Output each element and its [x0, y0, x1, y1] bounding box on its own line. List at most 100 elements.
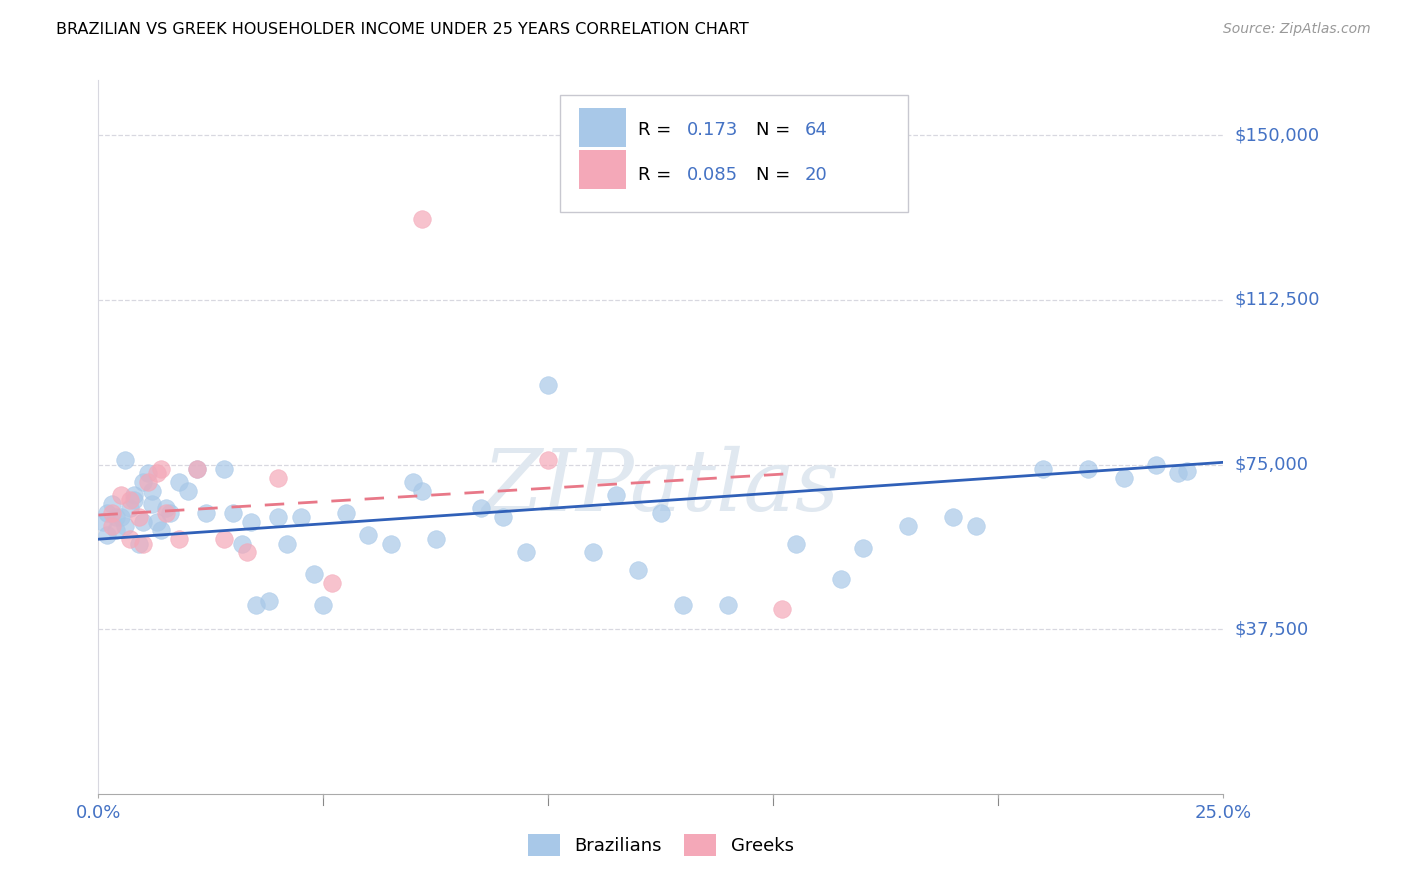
Point — [124, 488, 146, 502]
Point — [136, 475, 159, 489]
FancyBboxPatch shape — [560, 95, 908, 212]
Text: Source: ZipAtlas.com: Source: ZipAtlas.com — [1223, 22, 1371, 37]
Point — [136, 467, 159, 481]
Point — [425, 532, 447, 546]
Point — [304, 567, 326, 582]
Point — [91, 515, 114, 529]
Point — [214, 462, 236, 476]
Text: ZIPatlas: ZIPatlas — [482, 446, 839, 528]
Point — [110, 510, 132, 524]
Point — [222, 506, 245, 520]
Point — [214, 532, 236, 546]
Point — [402, 475, 425, 489]
Point — [1032, 462, 1054, 476]
Point — [169, 475, 191, 489]
Text: R =: R = — [638, 166, 678, 184]
Point — [830, 572, 852, 586]
Point — [492, 510, 515, 524]
Point — [101, 497, 124, 511]
Point — [236, 545, 259, 559]
Text: $75,000: $75,000 — [1234, 456, 1309, 474]
FancyBboxPatch shape — [579, 108, 626, 146]
Point — [96, 528, 118, 542]
Point — [146, 515, 169, 529]
Point — [110, 488, 132, 502]
Point — [150, 462, 173, 476]
Point — [897, 519, 920, 533]
Point — [177, 483, 200, 498]
Point — [357, 528, 380, 542]
Point — [335, 506, 357, 520]
Text: 0.085: 0.085 — [686, 166, 738, 184]
Text: BRAZILIAN VS GREEK HOUSEHOLDER INCOME UNDER 25 YEARS CORRELATION CHART: BRAZILIAN VS GREEK HOUSEHOLDER INCOME UN… — [56, 22, 749, 37]
Point — [411, 211, 433, 226]
Point — [852, 541, 875, 555]
Point — [1167, 467, 1189, 481]
Text: $37,500: $37,500 — [1234, 620, 1309, 638]
Point — [1144, 458, 1167, 472]
Point — [141, 497, 163, 511]
Point — [1175, 464, 1198, 478]
Point — [770, 602, 793, 616]
Point — [159, 506, 181, 520]
Point — [321, 576, 343, 591]
Point — [411, 483, 433, 498]
Point — [101, 519, 124, 533]
Point — [942, 510, 965, 524]
Text: 0.173: 0.173 — [686, 120, 738, 138]
FancyBboxPatch shape — [579, 151, 626, 189]
Point — [96, 506, 118, 520]
Point — [169, 532, 191, 546]
Point — [132, 536, 155, 550]
Point — [1114, 471, 1136, 485]
Point — [114, 519, 136, 533]
Point — [128, 536, 150, 550]
Point — [717, 598, 740, 612]
Point — [1077, 462, 1099, 476]
Point — [132, 475, 155, 489]
Text: N =: N = — [756, 166, 796, 184]
Point — [231, 536, 253, 550]
Point — [605, 488, 627, 502]
Point — [186, 462, 208, 476]
Point — [128, 510, 150, 524]
Point — [195, 506, 218, 520]
Point — [105, 524, 128, 538]
Point — [259, 593, 281, 607]
Point — [240, 515, 263, 529]
Point — [312, 598, 335, 612]
Point — [124, 492, 146, 507]
Point — [290, 510, 312, 524]
Point — [965, 519, 987, 533]
Point — [537, 378, 560, 392]
Point — [150, 524, 173, 538]
Point — [245, 598, 267, 612]
Point — [627, 563, 650, 577]
Point — [186, 462, 208, 476]
Point — [105, 510, 128, 524]
Point — [146, 467, 169, 481]
Text: N =: N = — [756, 120, 796, 138]
Text: $150,000: $150,000 — [1234, 126, 1320, 145]
Point — [537, 453, 560, 467]
Point — [118, 532, 141, 546]
Point — [118, 492, 141, 507]
Text: R =: R = — [638, 120, 678, 138]
Point — [582, 545, 605, 559]
Point — [132, 515, 155, 529]
Point — [785, 536, 807, 550]
Point — [470, 501, 492, 516]
Point — [141, 483, 163, 498]
Point — [515, 545, 537, 559]
Point — [118, 501, 141, 516]
Point — [380, 536, 402, 550]
Point — [101, 506, 124, 520]
Point — [672, 598, 695, 612]
Text: 20: 20 — [804, 166, 828, 184]
Point — [650, 506, 672, 520]
Point — [155, 506, 177, 520]
Point — [267, 510, 290, 524]
Point — [155, 501, 177, 516]
Point — [267, 471, 290, 485]
Text: $112,500: $112,500 — [1234, 291, 1320, 309]
